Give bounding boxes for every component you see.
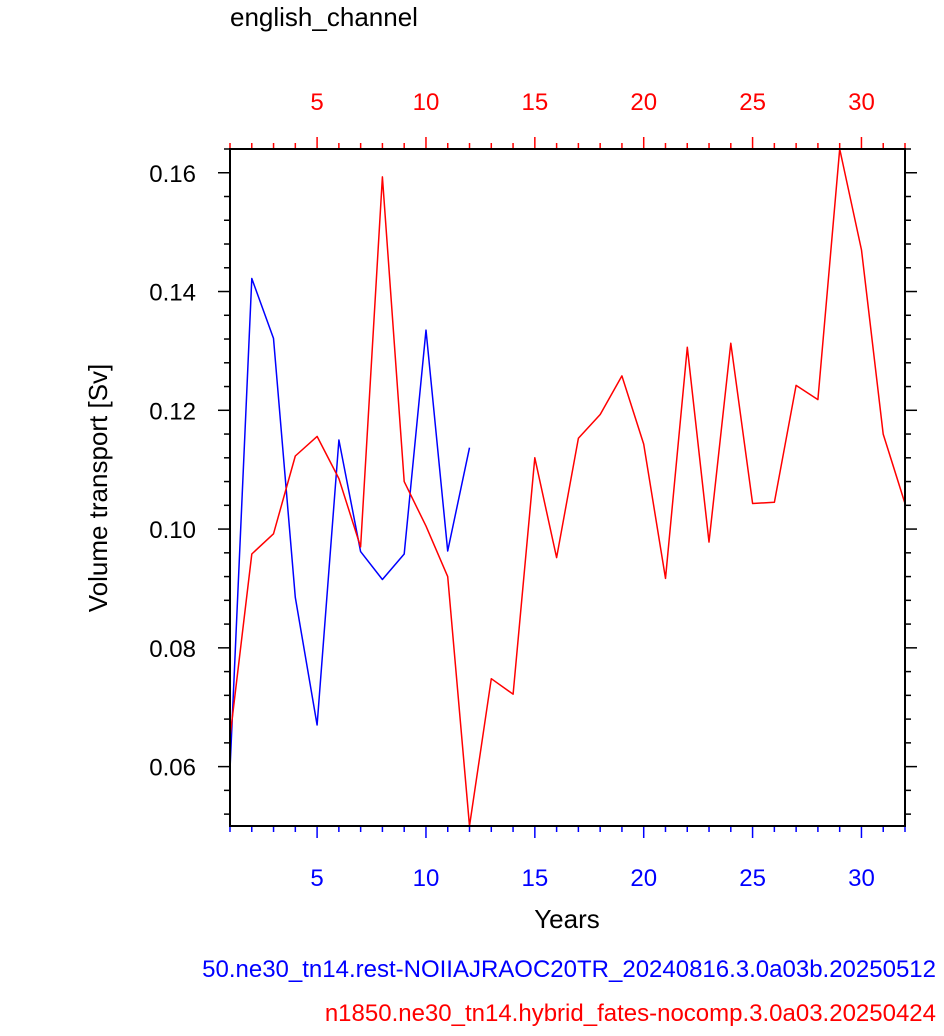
x-tick-label-top: 15 bbox=[521, 89, 548, 116]
y-tick-label: 0.16 bbox=[149, 161, 196, 188]
x-tick-label-top: 30 bbox=[848, 89, 875, 116]
axis-ticks bbox=[218, 137, 917, 838]
x-tick-label-bottom: 10 bbox=[413, 865, 440, 892]
y-axis-label: Volume transport [Sv] bbox=[83, 364, 113, 613]
y-tick-label: 0.10 bbox=[149, 517, 196, 544]
y-tick-label: 0.14 bbox=[149, 280, 196, 307]
x-tick-label-bottom: 5 bbox=[310, 865, 323, 892]
x-tick-label-top: 25 bbox=[739, 89, 766, 116]
x-tick-label-bottom: 20 bbox=[630, 865, 657, 892]
series-layer bbox=[230, 149, 905, 826]
plot-frame bbox=[229, 148, 906, 827]
x-tick-label-top: 5 bbox=[310, 89, 323, 116]
tick-labels: 5 10 15 20 25 30 5 10 15 20 25 30 0.06 0.08 0.10 0.12 0.… bbox=[149, 89, 875, 892]
x-tick-label-bottom: 25 bbox=[739, 865, 766, 892]
x-tick-label-top: 20 bbox=[630, 89, 657, 116]
y-tick-label: 0.12 bbox=[149, 398, 196, 425]
series-line-2 bbox=[230, 149, 905, 826]
x-tick-label-top: 10 bbox=[413, 89, 440, 116]
blue-series-caption: 50.ne30_tn14.rest-NOIIAJRAOC20TR_2024081… bbox=[202, 956, 936, 983]
red-series-caption: n1850.ne30_tn14.hybrid_fates-nocomp.3.0a… bbox=[324, 1000, 936, 1027]
series-line-1 bbox=[230, 277, 471, 770]
chart-title: english_channel bbox=[230, 2, 418, 32]
x-tick-label-bottom: 15 bbox=[521, 865, 548, 892]
x-tick-label-bottom: 30 bbox=[848, 865, 875, 892]
y-tick-label: 0.08 bbox=[149, 636, 196, 663]
y-tick-label: 0.06 bbox=[149, 755, 196, 782]
x-axis-label: Years bbox=[534, 904, 600, 934]
